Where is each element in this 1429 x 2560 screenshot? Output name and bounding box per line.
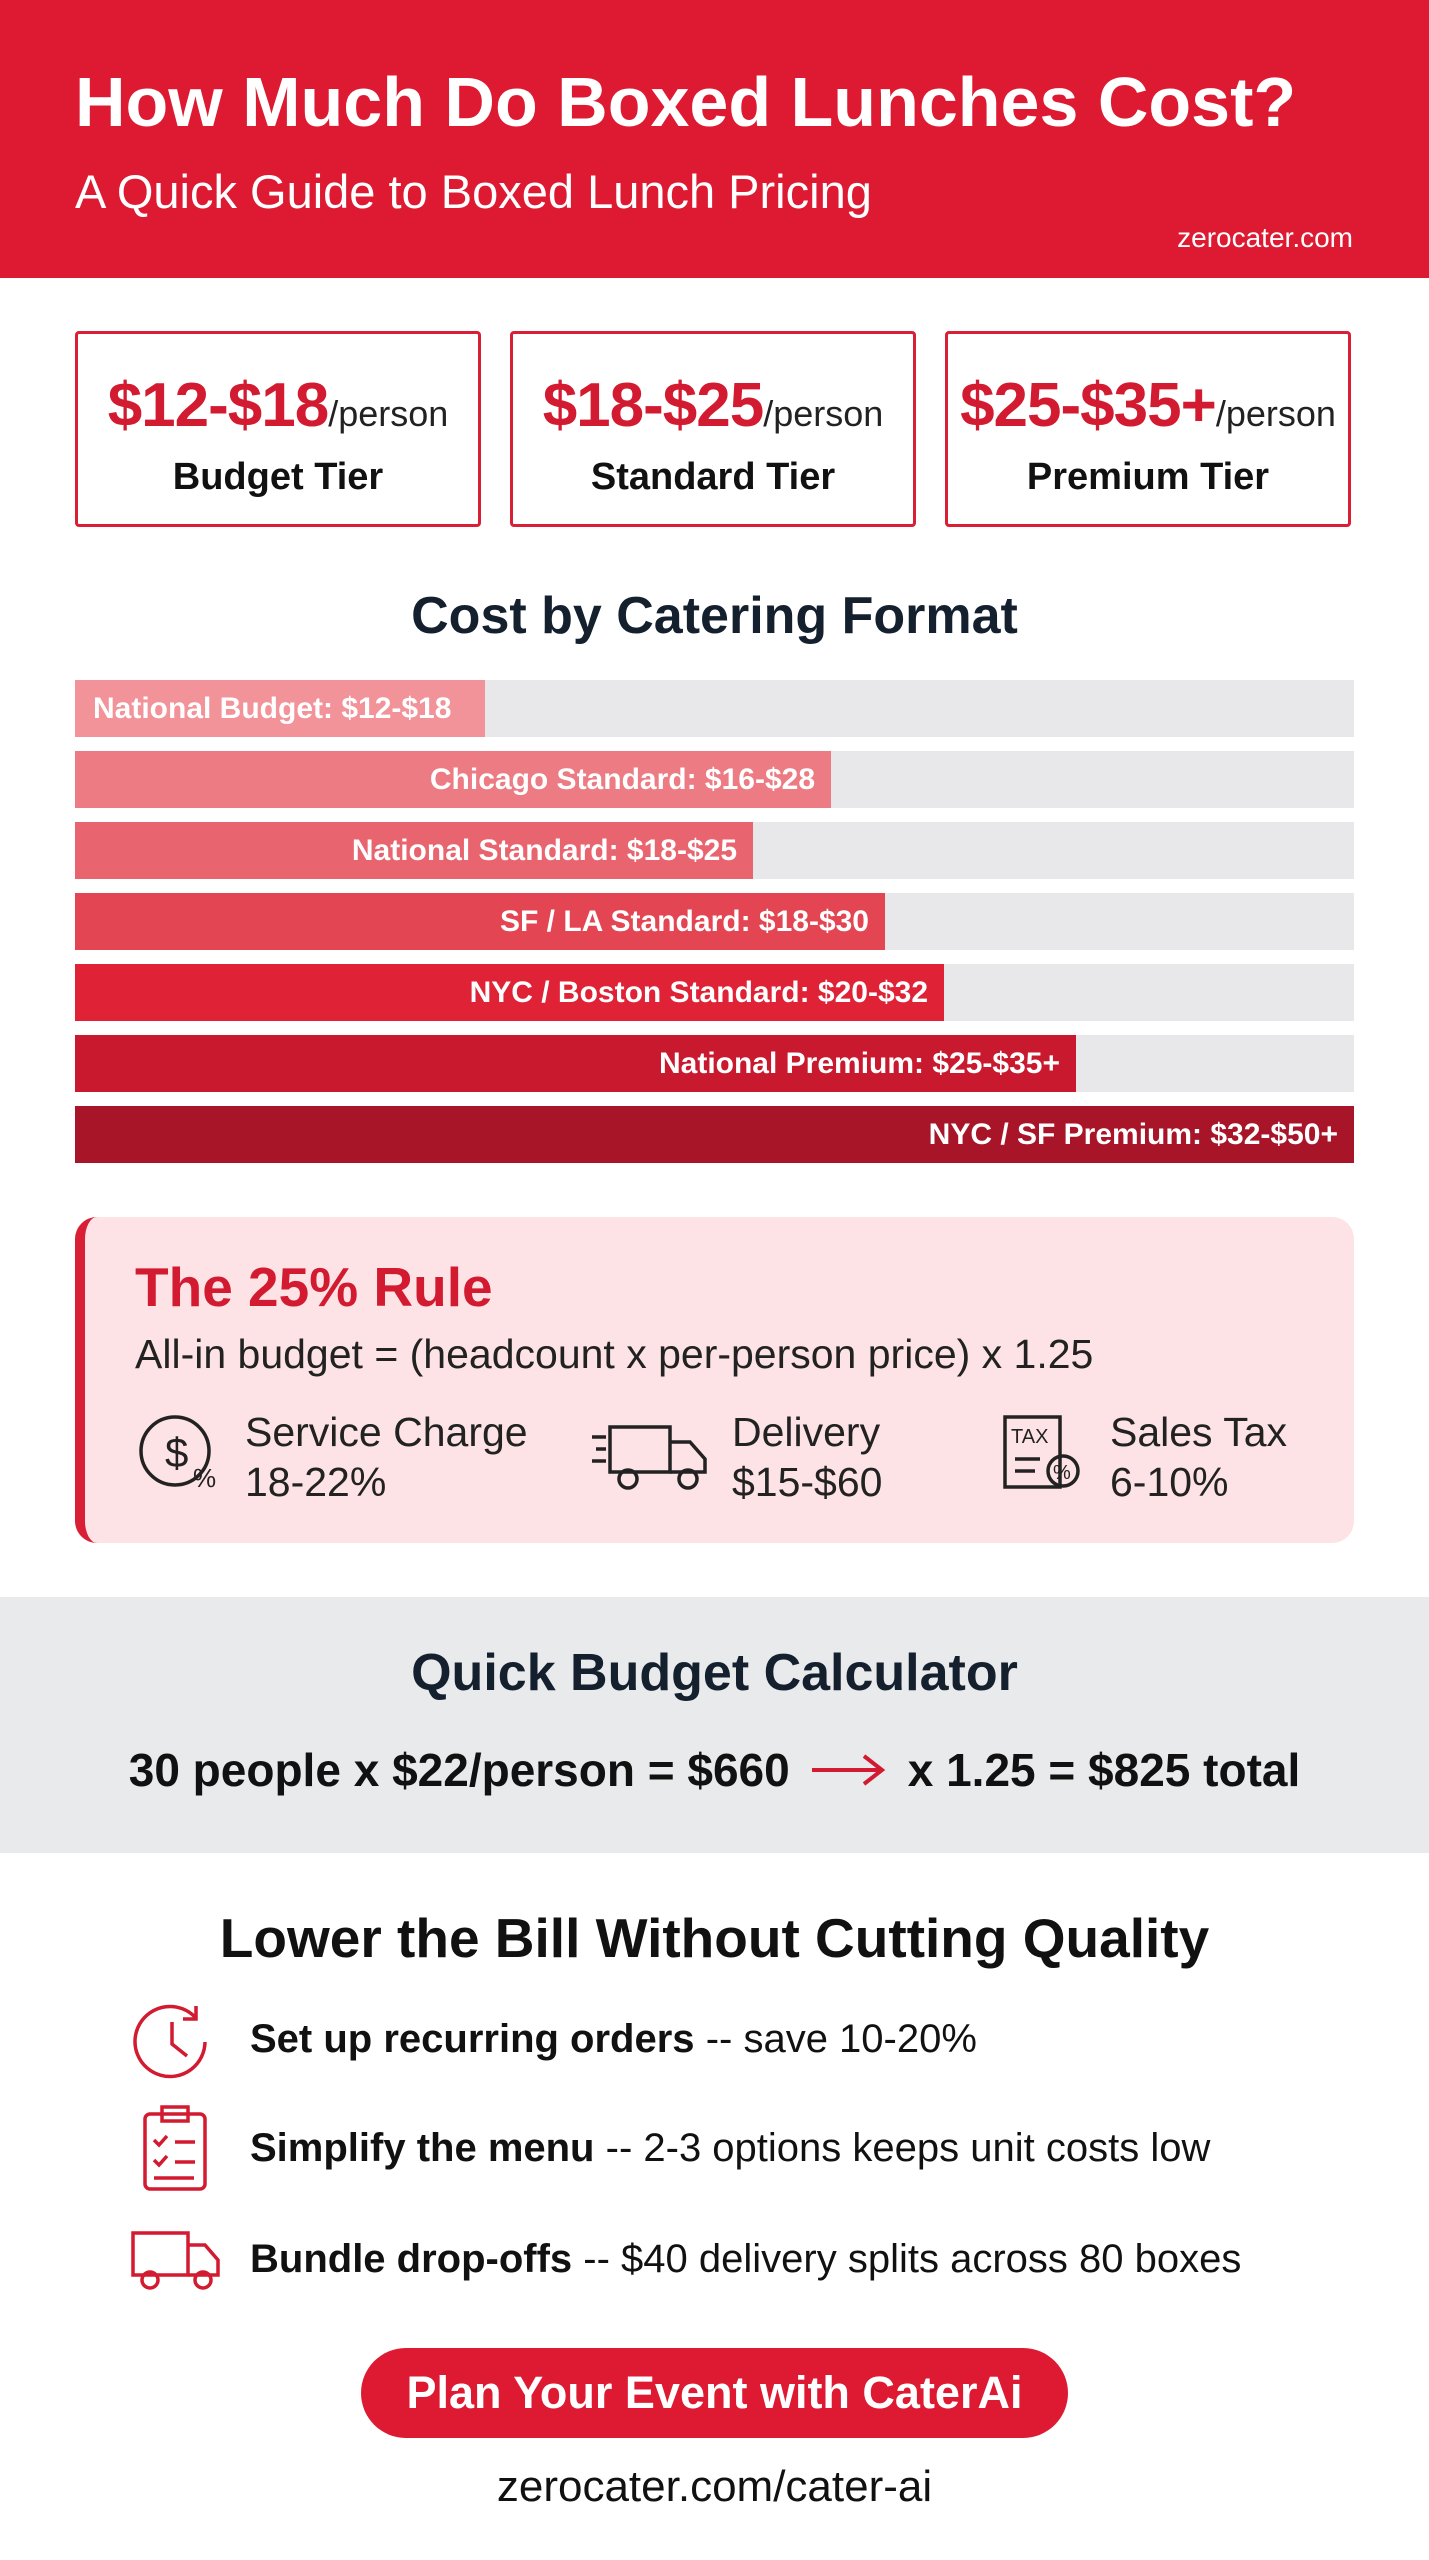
bar-label: NYC / SF Premium: $32-$50+: [928, 1118, 1338, 1151]
header: How Much Do Boxed Lunches Cost? A Quick …: [0, 0, 1429, 278]
tip-bold: Bundle drop-offs: [250, 2237, 573, 2281]
svg-text:$: $: [165, 1429, 188, 1476]
svg-text:%: %: [193, 1463, 216, 1493]
bar-track: NYC / Boston Standard: $20-$32: [75, 964, 1354, 1021]
bar: National Standard: $18-$25: [75, 822, 753, 879]
rule-item: Delivery $15-$60: [732, 1407, 882, 1507]
tax-icon: TAX%: [1003, 1415, 1080, 1489]
price: $25-$35+: [960, 371, 1217, 440]
bar-track: National Premium: $25-$35+: [75, 1035, 1354, 1092]
tier-price: $25-$35+/person: [948, 370, 1348, 441]
price: $18-$25: [542, 371, 765, 440]
bar-label: NYC / Boston Standard: $20-$32: [469, 976, 928, 1009]
bar-label: National Premium: $25-$35+: [658, 1047, 1060, 1080]
tier-card: $12-$18/person Budget Tier: [75, 331, 481, 527]
bar-label: Chicago Standard: $16-$28: [429, 763, 815, 796]
calculator: Quick Budget Calculator 30 people x $22/…: [0, 1597, 1429, 1853]
title: How Much Do Boxed Lunches Cost?: [75, 63, 1297, 141]
calc-right: x 1.25 = $825 total: [907, 1744, 1301, 1796]
price: $12-$18: [107, 371, 330, 440]
item-label: Service Charge: [245, 1409, 528, 1455]
tier-price: $12-$18/person: [78, 370, 478, 441]
unit: /person: [328, 393, 449, 434]
checklist-icon: [143, 2105, 207, 2191]
calc-formula: 30 people x $22/person = $660 x 1.25 = $8…: [0, 1743, 1429, 1797]
cta-url[interactable]: zerocater.com/cater-ai: [496, 2462, 933, 2511]
bar: National Budget: $12-$18: [75, 680, 485, 737]
tip-bold: Simplify the menu: [250, 2126, 595, 2170]
bar: NYC / SF Premium: $32-$50+: [75, 1106, 1354, 1163]
bar-label: SF / LA Standard: $18-$30: [500, 905, 869, 938]
tier-label: Premium Tier: [1026, 456, 1270, 498]
site: zerocater.com: [1177, 222, 1353, 253]
tier-card: $25-$35+/person Premium Tier: [945, 331, 1351, 527]
tip: Bundle drop-offs -- $40 delivery splits …: [250, 2237, 1241, 2282]
arrow-icon: [811, 1754, 885, 1786]
calc-left: 30 people x $22/person = $660: [128, 1744, 790, 1796]
cta-button[interactable]: Plan Your Event with CaterAi: [361, 2348, 1068, 2438]
tier-label: Budget Tier: [172, 456, 384, 498]
truck-icon: [592, 1425, 707, 1490]
rule-item: Service Charge 18-22%: [245, 1407, 528, 1507]
tip-text: -- $40 delivery splits across 80 boxes: [583, 2237, 1242, 2281]
truck-icon: [131, 2231, 220, 2290]
money-icon: $%: [139, 1415, 216, 1493]
rule-box: The 25% Rule All-in budget = (headcount …: [75, 1217, 1354, 1543]
item-value: 18-22%: [245, 1459, 387, 1505]
item-value: $15-$60: [732, 1459, 883, 1505]
bar-label: National Budget: $12-$18: [93, 692, 452, 725]
tip-bold: Set up recurring orders: [250, 2017, 695, 2061]
svg-text:%: %: [1053, 1462, 1071, 1484]
calc-title: Quick Budget Calculator: [411, 1644, 1018, 1702]
rule-formula: All-in budget = (headcount x per-person …: [135, 1331, 1094, 1377]
tip-text: -- save 10-20%: [705, 2017, 977, 2061]
subtitle: A Quick Guide to Boxed Lunch Pricing: [75, 165, 872, 218]
bar-label: National Standard: $18-$25: [351, 834, 737, 867]
tip: Set up recurring orders -- save 10-20%: [250, 2017, 977, 2062]
bar-track: Chicago Standard: $16-$28: [75, 751, 1354, 808]
item-label: Delivery: [732, 1409, 881, 1455]
item-label: Sales Tax: [1110, 1409, 1288, 1455]
tier-card: $18-$25/person Standard Tier: [510, 331, 916, 527]
unit: /person: [763, 393, 884, 434]
tier-price: $18-$25/person: [513, 370, 913, 441]
svg-text:TAX: TAX: [1011, 1426, 1048, 1448]
rule-item: Sales Tax 6-10%: [1110, 1407, 1287, 1507]
rule-title: The 25% Rule: [135, 1256, 493, 1318]
tip-text: -- 2-3 options keeps unit costs low: [605, 2126, 1211, 2170]
item-value: 6-10%: [1110, 1459, 1229, 1505]
bar-track: NYC / SF Premium: $32-$50+: [75, 1106, 1354, 1163]
bar: National Premium: $25-$35+: [75, 1035, 1076, 1092]
bar: Chicago Standard: $16-$28: [75, 751, 831, 808]
unit: /person: [1215, 393, 1336, 434]
tip: Simplify the menu -- 2-3 options keeps u…: [250, 2126, 1210, 2171]
tier-label: Standard Tier: [590, 456, 836, 498]
tips-title: Lower the Bill Without Cutting Quality: [219, 1907, 1210, 1969]
bar-track: SF / LA Standard: $18-$30: [75, 893, 1354, 950]
bar-track: National Standard: $18-$25: [75, 822, 1354, 879]
bar: NYC / Boston Standard: $20-$32: [75, 964, 944, 1021]
bar-track: National Budget: $12-$18: [75, 680, 1354, 737]
section-title: Cost by Catering Format: [411, 587, 1018, 645]
bar: SF / LA Standard: $18-$30: [75, 893, 885, 950]
clock-icon: [133, 2004, 207, 2079]
